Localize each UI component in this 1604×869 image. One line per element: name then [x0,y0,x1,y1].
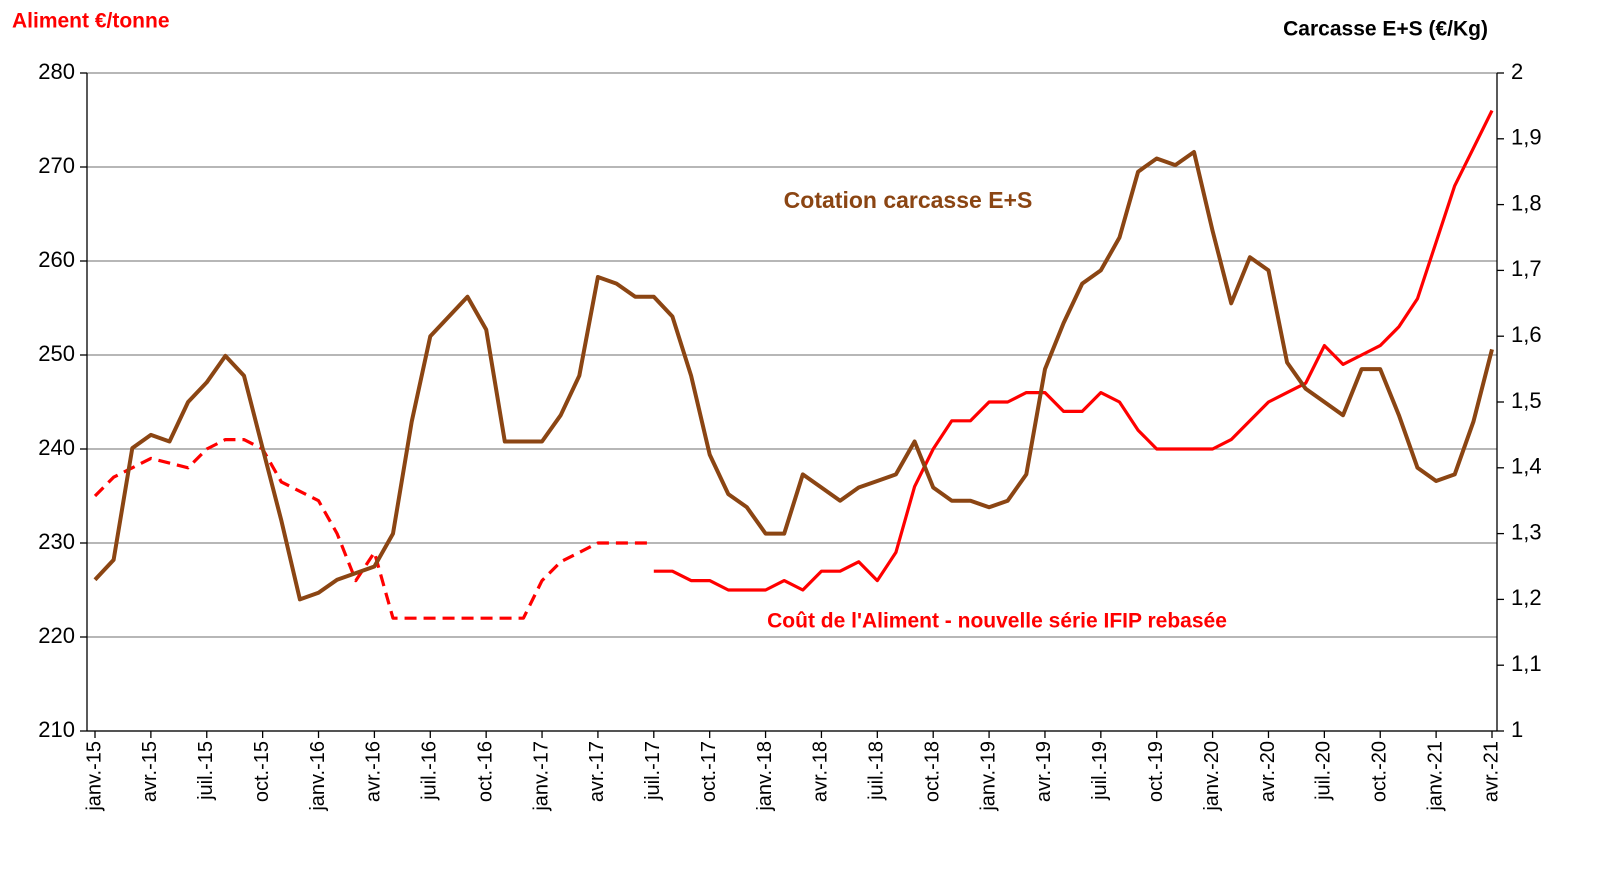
y-axis-title: Aliment €/tonne [12,10,170,33]
y-tick-label: 240 [38,435,75,460]
y2-tick-label: 1,9 [1511,125,1542,150]
x-tick-label: oct.-20 [1369,741,1391,802]
x-tick-label: oct.-19 [1145,741,1167,802]
x-tick-label: avr.-19 [1033,741,1055,802]
x-tick-label: oct.-15 [251,741,273,802]
x-tick-label: avr.-20 [1257,741,1279,802]
y2-axis-title: Carcasse E+S (€/Kg) [1283,18,1488,41]
x-tick-label: janv.-15 [83,741,105,812]
x-tick-label: juil.-16 [419,741,441,801]
x-tick-label: avr.-16 [363,741,385,802]
y-tick-label: 220 [38,623,75,648]
y2-tick-label: 1,4 [1511,454,1542,479]
x-tick-label: janv.-17 [530,741,552,812]
y2-tick-label: 1 [1511,717,1523,742]
y2-tick-label: 1,7 [1511,256,1542,281]
x-tick-label: oct.-18 [921,741,943,802]
y2-tick-label: 1,6 [1511,322,1542,347]
y2-tick-label: 1,1 [1511,651,1542,676]
y-tick-label: 280 [38,59,75,84]
x-tick-label: janv.-20 [1201,741,1223,812]
x-tick-label: janv.-21 [1424,741,1446,812]
x-tick-label: oct.-16 [474,741,496,802]
y2-tick-label: 1,3 [1511,519,1542,544]
x-tick-label: juil.-18 [866,741,888,801]
y2-tick-label: 1,8 [1511,190,1542,215]
y-tick-label: 260 [38,247,75,272]
y-tick-label: 210 [38,717,75,742]
x-tick-label: avr.-15 [139,741,161,802]
x-tick-label: janv.-16 [307,741,329,812]
x-tick-label: janv.-18 [754,741,776,812]
x-tick-label: juil.-17 [642,741,664,801]
y2-tick-label: 2 [1511,59,1523,84]
x-tick-label: juil.-15 [195,741,217,801]
series-line [653,109,1494,592]
y-tick-label: 270 [38,153,75,178]
x-tick-label: avr.-21 [1480,741,1502,802]
series-label: Coût de l'Aliment - nouvelle série IFIP … [767,610,1227,633]
x-tick-label: juil.-19 [1089,741,1111,801]
y-tick-label: 250 [38,341,75,366]
x-tick-label: juil.-20 [1313,741,1335,801]
series-line [93,438,654,620]
x-tick-label: avr.-18 [810,741,832,802]
y-tick-label: 230 [38,529,75,554]
series-label: Cotation carcasse E+S [784,187,1033,213]
series-line [93,150,1494,602]
x-tick-label: oct.-17 [698,741,720,802]
x-tick-label: avr.-17 [586,741,608,802]
y2-tick-label: 1,2 [1511,585,1542,610]
y2-tick-label: 1,5 [1511,388,1542,413]
x-tick-label: janv.-19 [977,741,999,812]
